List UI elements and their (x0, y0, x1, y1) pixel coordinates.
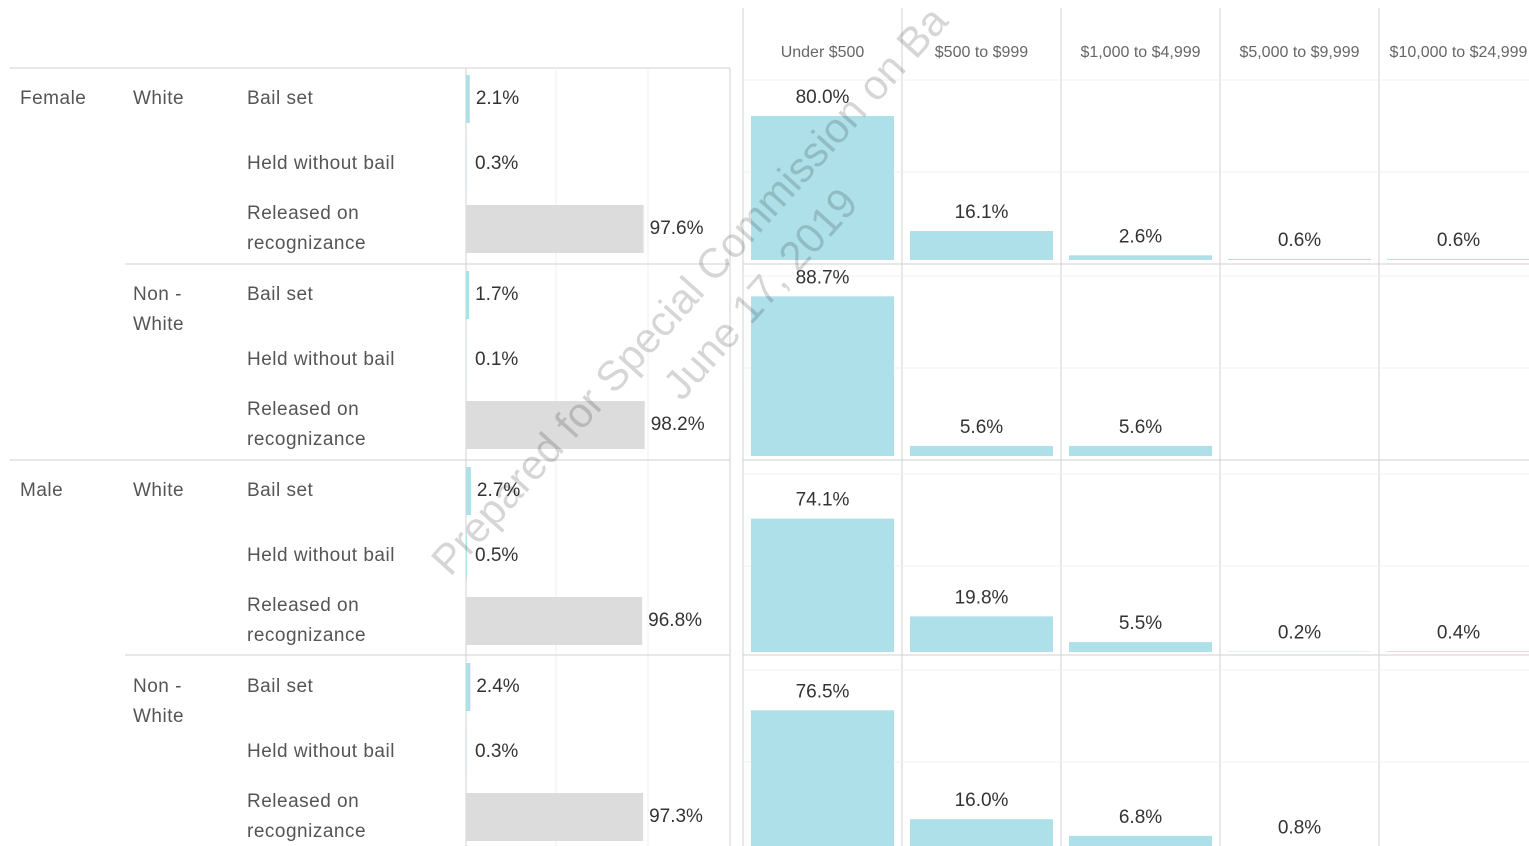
value-label: 1.7% (475, 284, 518, 305)
sex-label: Male (20, 480, 64, 501)
bar (910, 445, 1053, 456)
value-label: 0.4% (1437, 622, 1480, 643)
bar (910, 819, 1053, 846)
race-label: Non - White (133, 676, 185, 727)
bar (466, 75, 470, 123)
outcome-label: Released on recognizance (247, 203, 367, 254)
value-label: 76.5% (796, 681, 850, 702)
outcome-label: Released on recognizance (247, 399, 367, 450)
outcome-label: Released on recognizance (247, 595, 367, 646)
value-label: 74.1% (796, 490, 850, 511)
value-label: 2.1% (476, 88, 519, 109)
outcome-label: Bail set (247, 676, 314, 697)
column-header: $500 to $999 (934, 44, 1029, 61)
value-label: 5.6% (960, 417, 1003, 438)
column-header: Under $500 (780, 44, 865, 61)
value-label: 19.8% (955, 587, 1009, 608)
bar (1069, 255, 1212, 260)
bar (751, 296, 894, 456)
column-header: $1,000 to $4,999 (1080, 44, 1201, 61)
race-label: White (133, 480, 185, 501)
value-label: 0.1% (475, 349, 518, 370)
bar (466, 532, 467, 580)
value-label: 16.0% (955, 790, 1009, 811)
value-label: 97.3% (649, 806, 703, 827)
bar (466, 401, 645, 449)
bar (466, 597, 643, 645)
value-label: 96.8% (648, 610, 702, 631)
bar (1069, 445, 1212, 456)
bar (1387, 258, 1529, 260)
value-label: 5.5% (1119, 613, 1162, 634)
bar (466, 205, 644, 253)
outcome-label: Held without bail (247, 545, 395, 566)
bar (466, 467, 471, 515)
value-label: 2.7% (477, 480, 520, 501)
race-label: Non - White (133, 284, 185, 335)
value-label: 6.8% (1119, 807, 1162, 828)
outcome-label: Bail set (247, 284, 314, 305)
bar (1228, 258, 1371, 260)
column-header: $10,000 to $24,999 (1389, 44, 1528, 61)
outcome-label: Held without bail (247, 349, 395, 370)
value-label: 16.1% (955, 202, 1009, 223)
bar (466, 663, 471, 711)
value-label: 2.6% (1119, 226, 1162, 247)
bar (466, 271, 470, 319)
value-label: 0.8% (1278, 818, 1321, 839)
value-label: 2.4% (476, 676, 519, 697)
value-label: 80.0% (796, 87, 850, 108)
outcome-label: Bail set (247, 480, 314, 501)
bar (466, 728, 467, 776)
value-label: 5.6% (1119, 417, 1162, 438)
outcome-label: Held without bail (247, 741, 395, 762)
bar (751, 518, 894, 652)
bar (910, 616, 1053, 652)
bar (751, 710, 894, 846)
sex-label: Female (20, 88, 87, 109)
bar (751, 116, 894, 260)
outcome-label: Released on recognizance (247, 791, 367, 842)
bar (466, 793, 644, 841)
outcome-label: Held without bail (247, 153, 395, 174)
value-label: 97.6% (650, 218, 704, 239)
bar (1387, 651, 1529, 652)
column-header: $5,000 to $9,999 (1239, 44, 1360, 61)
outcome-label: Bail set (247, 88, 314, 109)
value-label: 98.2% (651, 414, 705, 435)
race-label: White (133, 88, 185, 109)
value-label: 0.5% (475, 545, 518, 566)
value-label: 0.2% (1278, 623, 1321, 644)
bar (1069, 642, 1212, 652)
value-label: 0.6% (1437, 230, 1480, 251)
value-label: 0.3% (475, 741, 518, 762)
bar (466, 140, 467, 188)
value-label: 0.6% (1278, 230, 1321, 251)
value-label: 88.7% (796, 267, 850, 288)
bar (910, 231, 1053, 260)
value-label: 0.3% (475, 153, 518, 174)
bar (1069, 835, 1212, 846)
